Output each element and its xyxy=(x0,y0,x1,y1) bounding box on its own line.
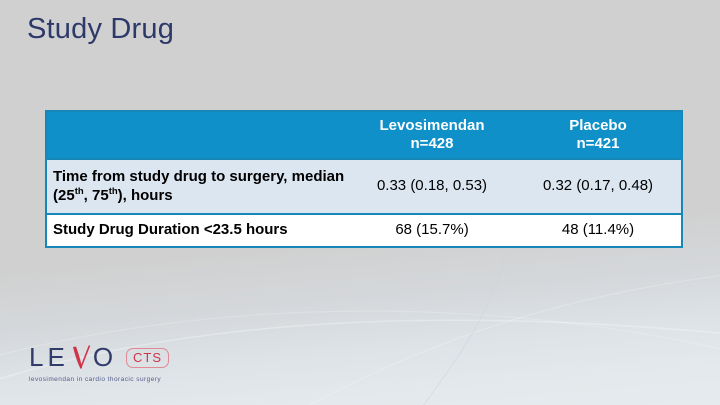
header-placebo-n: n=421 xyxy=(576,135,620,152)
value-placebo-time: 0.32 (0.17, 0.48) xyxy=(542,177,654,195)
row-label-time-to-surgery: Time from study drug to surgery, median … xyxy=(47,160,349,213)
label-text-part: ), hours xyxy=(117,186,173,204)
header-cell-levosimendan: Levosimendan n=428 xyxy=(349,112,515,158)
logo-red-check-v-icon xyxy=(72,344,91,369)
label-superscript: th xyxy=(74,185,84,197)
header-cell-placebo: Placebo n=421 xyxy=(515,112,681,158)
table-row-time-to-surgery: Time from study drug to surgery, median … xyxy=(47,158,681,213)
logo-tagline: levosimendan in cardio thoracic surgery xyxy=(29,376,162,383)
row-label-drug-duration: Study Drug Duration <23.5 hours xyxy=(53,221,288,239)
cts-badge: CTS xyxy=(126,347,170,368)
value-placebo-duration: 48 (11.4%) xyxy=(561,221,635,239)
table-row-drug-duration: Study Drug Duration <23.5 hours 68 (15.7… xyxy=(47,213,681,246)
logo-wordmark: LE O CTS xyxy=(29,342,170,373)
header-cell-empty xyxy=(47,112,349,158)
logo-letters-le: LE xyxy=(29,342,69,372)
header-placebo-name: Placebo xyxy=(569,116,627,134)
table-header-row: Levosimendan n=428 Placebo n=421 xyxy=(47,112,681,158)
study-drug-table: Levosimendan n=428 Placebo n=421 Time fr… xyxy=(45,110,683,248)
logo-letter-o: O xyxy=(92,342,118,372)
slide-title: Study Drug xyxy=(27,13,175,45)
header-levosimendan-name: Levosimendan xyxy=(379,116,485,134)
header-levosimendan-n: n=428 xyxy=(410,135,454,152)
levo-cts-logo: LE O CTS levosimendan in cardio thoracic… xyxy=(29,342,170,383)
value-levosimendan-duration: 68 (15.7%) xyxy=(395,221,469,239)
value-levosimendan-time: 0.33 (0.18, 0.53) xyxy=(376,177,488,195)
label-text-part: , 75 xyxy=(83,186,109,204)
label-text-part: Time from study drug to surgery, median … xyxy=(53,168,345,204)
label-superscript: th xyxy=(108,185,118,197)
